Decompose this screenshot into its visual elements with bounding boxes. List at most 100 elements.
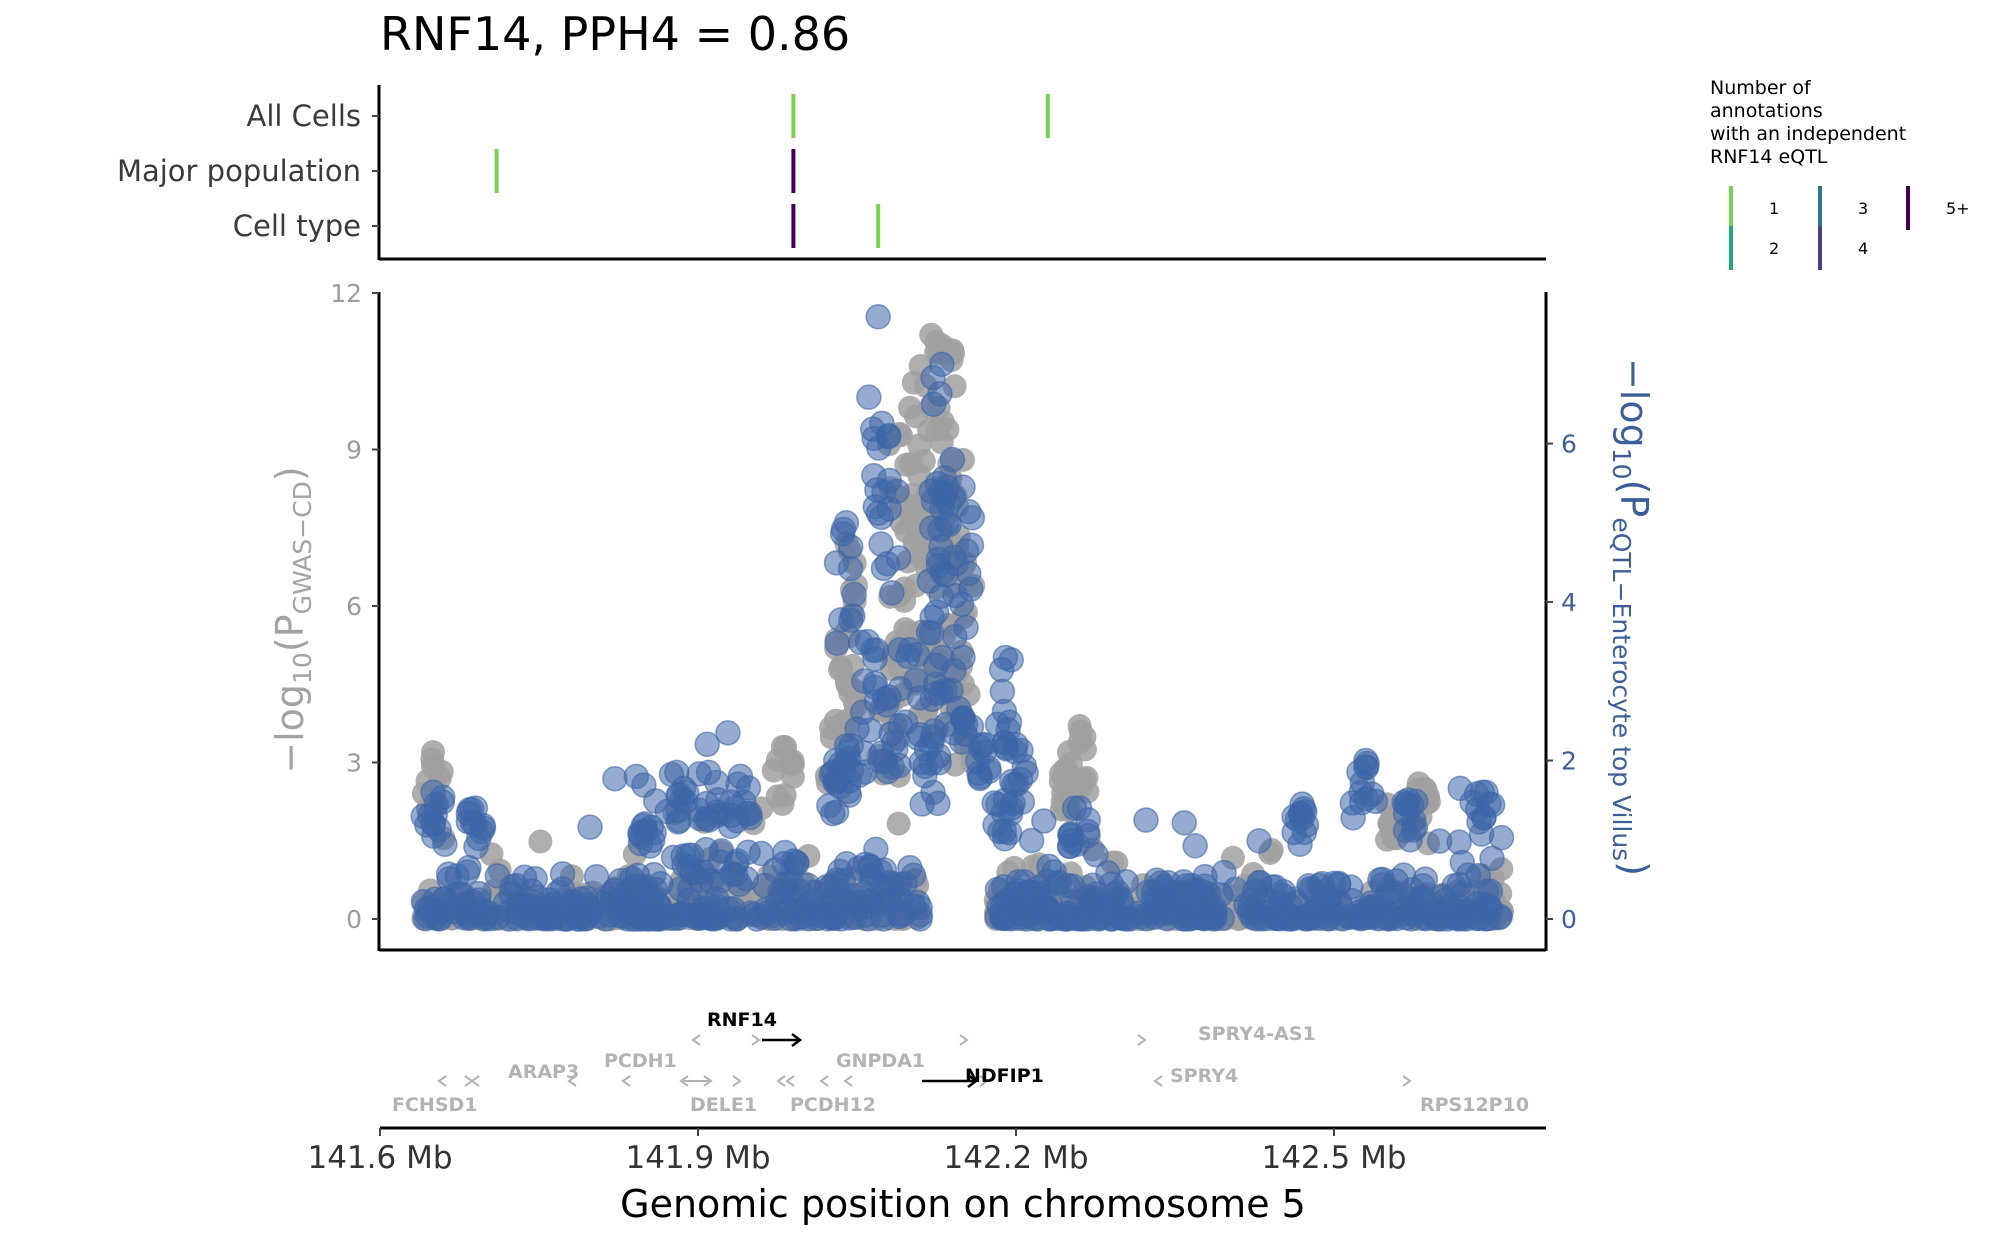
ndfip1-arrow bbox=[922, 1074, 979, 1088]
y-tick-label-left: 9 bbox=[346, 436, 362, 465]
legend-title-line-4: RNF14 eQTL bbox=[1710, 146, 1828, 168]
strand-mark bbox=[1153, 1075, 1163, 1087]
y-axis-label-left: −log10(PGWAS−CD) bbox=[268, 466, 317, 774]
strand-mark bbox=[1402, 1075, 1412, 1087]
eqtl-point bbox=[1058, 828, 1085, 854]
gene-label-fchsd1: FCHSD1 bbox=[392, 1094, 478, 1116]
gwas-point bbox=[528, 829, 553, 854]
eqtl-point bbox=[918, 731, 944, 758]
eqtl-point bbox=[454, 859, 481, 885]
strand-marks bbox=[437, 1034, 1412, 1087]
eqtl-series bbox=[410, 304, 1515, 932]
legend-title-line-3: with an independent bbox=[1710, 123, 1906, 145]
strand-mark bbox=[843, 1075, 853, 1087]
eqtl-point bbox=[625, 873, 652, 899]
eqtl-point bbox=[583, 863, 610, 890]
x-tick-label: 141.6 Mb bbox=[307, 1140, 452, 1176]
y-tick-label-right: 2 bbox=[1561, 747, 1577, 776]
eqtl-point bbox=[554, 906, 581, 932]
eqtl-point bbox=[878, 721, 904, 747]
eqtl-point bbox=[1287, 831, 1313, 858]
scatter-panel: 0 3 6 9 12 0 2 4 6 bbox=[330, 279, 1577, 952]
eqtl-point bbox=[660, 844, 687, 871]
eqtl-point bbox=[865, 304, 891, 330]
eqtl-point bbox=[953, 614, 979, 641]
eqtl-point bbox=[1133, 807, 1159, 833]
x-tick-label: 142.2 Mb bbox=[943, 1140, 1088, 1176]
eqtl-point bbox=[1066, 795, 1093, 821]
eqtl-point bbox=[907, 906, 933, 932]
chart-title: RNF14, PPH4 = 0.86 bbox=[380, 7, 850, 61]
eqtl-point bbox=[1211, 859, 1237, 886]
eqtl-point bbox=[715, 896, 742, 922]
eqtl-point bbox=[823, 550, 850, 576]
strand-mark bbox=[979, 1075, 989, 1087]
eqtl-point bbox=[1031, 808, 1057, 834]
eqtl-point bbox=[1246, 828, 1272, 854]
eqtl-point bbox=[1273, 906, 1299, 932]
eqtl-point bbox=[1171, 810, 1197, 836]
eqtl-point bbox=[1098, 906, 1125, 932]
x-tick-label: 141.9 Mb bbox=[625, 1140, 770, 1176]
eqtl-point bbox=[982, 812, 1008, 838]
eqtl-point bbox=[738, 900, 764, 926]
eqtl-point bbox=[876, 684, 902, 710]
eqtl-point bbox=[1113, 869, 1139, 895]
eqtl-point bbox=[1316, 884, 1343, 910]
eqtl-point bbox=[1242, 878, 1268, 904]
eqtl-point bbox=[946, 695, 972, 722]
eqtl-point bbox=[1136, 900, 1162, 926]
eqtl-point bbox=[929, 495, 955, 522]
legend: Number of annotations with an independen… bbox=[1710, 77, 1970, 270]
eqtl-point bbox=[632, 811, 658, 837]
strand-mark bbox=[751, 1034, 761, 1046]
eqtl-point bbox=[1473, 892, 1500, 918]
eqtl-point bbox=[422, 904, 448, 931]
eqtl-point bbox=[929, 351, 955, 378]
gwas-point bbox=[886, 811, 911, 836]
track-panel: All Cells Major population Cell type bbox=[117, 85, 1546, 261]
legend-key-label: 3 bbox=[1858, 199, 1868, 218]
eqtl-point bbox=[1353, 747, 1379, 774]
eqtl-point bbox=[939, 446, 966, 473]
y-tick-label-right: 4 bbox=[1561, 588, 1577, 617]
gene-label-gnpda1: GNPDA1 bbox=[836, 1050, 925, 1072]
eqtl-point bbox=[823, 799, 850, 825]
eqtl-point bbox=[718, 789, 744, 815]
eqtl-point bbox=[1390, 862, 1417, 888]
eqtl-point bbox=[748, 840, 775, 867]
eqtl-point bbox=[1479, 845, 1505, 872]
eqtl-point bbox=[971, 731, 997, 758]
eqtl-point bbox=[599, 890, 625, 916]
gene-label-rps12p10: RPS12P10 bbox=[1420, 1094, 1529, 1116]
eqtl-point bbox=[876, 422, 902, 449]
eqtl-point bbox=[876, 496, 902, 522]
gwas-point bbox=[770, 791, 795, 816]
eqtl-point bbox=[823, 747, 849, 774]
eqtl-point bbox=[1003, 731, 1029, 758]
eqtl-point bbox=[794, 902, 820, 928]
strand-mark bbox=[679, 1075, 713, 1087]
gene-label-ndfip1: NDFIP1 bbox=[965, 1065, 1044, 1087]
eqtl-point bbox=[840, 603, 866, 629]
y-axis-label-right: −log10(PeQTL−Enterocyte top Villus) bbox=[1607, 358, 1656, 876]
eqtl-point bbox=[956, 498, 982, 525]
y-tick-label-right: 6 bbox=[1561, 430, 1577, 459]
eqtl-point bbox=[992, 787, 1019, 813]
strand-mark bbox=[567, 1075, 577, 1087]
eqtl-point bbox=[664, 759, 690, 786]
eqtl-point bbox=[693, 806, 720, 832]
eqtl-point bbox=[886, 752, 912, 779]
eqtl-point bbox=[886, 871, 912, 897]
eqtl-point bbox=[462, 795, 489, 821]
eqtl-point bbox=[876, 467, 903, 494]
eqtl-point bbox=[1239, 904, 1266, 931]
legend-key-label: 2 bbox=[1769, 239, 1779, 258]
eqtl-point bbox=[1469, 779, 1496, 805]
eqtl-point bbox=[727, 763, 754, 790]
gene-arrows bbox=[762, 1033, 979, 1088]
eqtl-point bbox=[966, 760, 992, 786]
eqtl-point bbox=[762, 857, 788, 883]
eqtl-point bbox=[841, 581, 867, 608]
